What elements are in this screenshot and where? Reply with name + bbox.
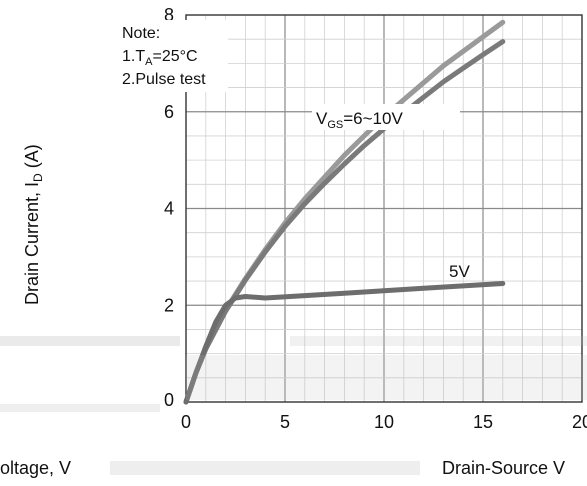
y-tick-label: 6 bbox=[164, 102, 174, 122]
note-pulse-test: 2.Pulse test bbox=[122, 71, 206, 88]
five-volt-label: 5V bbox=[449, 262, 470, 281]
series-line bbox=[183, 281, 506, 405]
note-background bbox=[116, 20, 228, 92]
note-title: Note: bbox=[122, 25, 160, 42]
note-temperature: 1.TA=25°C bbox=[122, 48, 198, 68]
x-tick-label: 20 bbox=[572, 412, 587, 432]
y-tick-label: 4 bbox=[164, 199, 174, 219]
plot-frame bbox=[185, 14, 583, 403]
second-chart-x-label-fragment: oltage, V bbox=[0, 458, 71, 478]
x-tick-label: 10 bbox=[374, 412, 394, 432]
vgs-range-label: VGS=6~10V bbox=[316, 109, 403, 131]
y-tick-label: 8 bbox=[164, 5, 174, 25]
y-tick-label: 0 bbox=[164, 390, 174, 410]
x-tick-label: 0 bbox=[181, 412, 191, 432]
x-axis-label: Drain-Source V bbox=[442, 458, 565, 478]
scan-artifacts bbox=[0, 336, 587, 475]
y-tick-label: 2 bbox=[164, 295, 174, 315]
x-tick-label: 5 bbox=[280, 412, 290, 432]
series-line bbox=[183, 39, 506, 405]
vgs-label-background bbox=[312, 104, 460, 130]
x-tick-label: 15 bbox=[473, 412, 493, 432]
y-axis-label: Drain Current, ID (A) bbox=[22, 144, 45, 305]
tick-labels: 2 4 6 8 0 5 10 15 20 0 bbox=[164, 5, 587, 432]
series-lines bbox=[183, 19, 506, 405]
